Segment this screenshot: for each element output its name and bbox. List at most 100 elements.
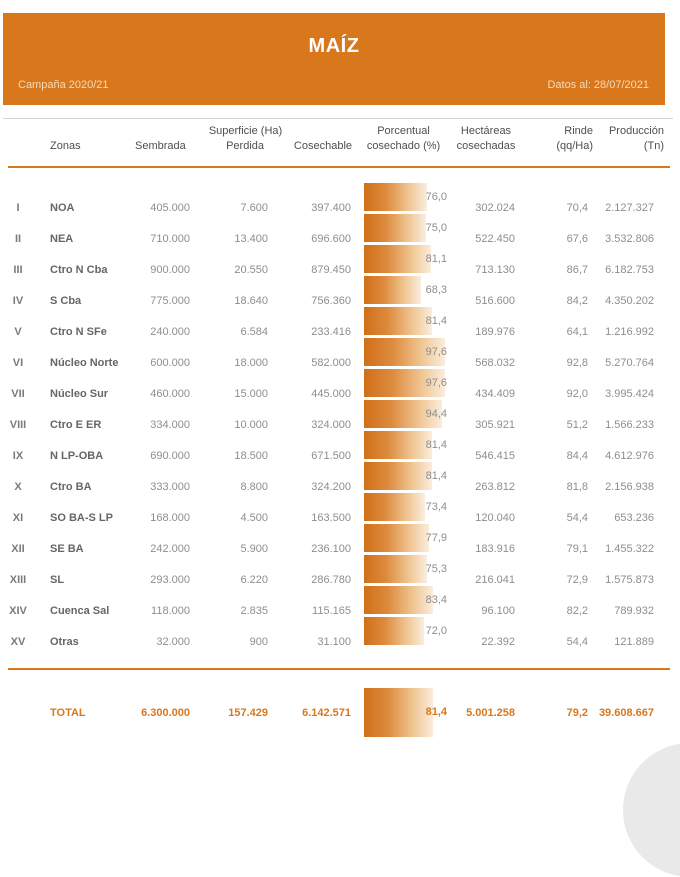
col-label-rinde-1: Rinde: [564, 125, 593, 137]
table-row: XII SE BA 242.000 5.900 236.100 77,9 183…: [8, 524, 664, 564]
total-produccion: 39.608.667: [598, 706, 654, 719]
row-percent-label: 94,4: [425, 408, 447, 420]
table-row: VIII Ctro E ER 334.000 10.000 324.000 94…: [8, 400, 664, 440]
row-zone-number: II: [14, 232, 22, 245]
row-sembrada: 293.000: [150, 573, 190, 586]
row-zone-name: Ctro N Cba: [50, 263, 108, 276]
row-bar-cell: 68,3: [352, 276, 455, 316]
row-zone-name: Ctro N SFe: [50, 325, 107, 338]
row-perdida: 10.000: [234, 418, 268, 431]
row-progress-bar: [364, 307, 432, 335]
row-zone-name: SL: [50, 573, 65, 586]
col-header-zonas: Zonas: [28, 124, 135, 154]
row-hectareas: 546.415: [475, 449, 515, 462]
row-bar-cell: 97,6: [352, 369, 455, 409]
col-label-superficie: Superficie (Ha): [208, 125, 283, 137]
row-hectareas: 22.392: [481, 635, 515, 648]
row-bar-cell: 94,4: [352, 400, 455, 440]
table-body: I NOA 405.000 7.600 397.400 76,0 302.024…: [8, 183, 664, 657]
table-row: XI SO BA-S LP 168.000 4.500 163.500 73,4…: [8, 493, 664, 533]
row-zone-number: III: [13, 263, 23, 276]
row-cosechable: 445.000: [311, 387, 351, 400]
row-zone-number: VIII: [9, 418, 27, 431]
row-sembrada: 405.000: [150, 201, 190, 214]
row-sembrada: 600.000: [150, 356, 190, 369]
row-hectareas: 305.921: [475, 418, 515, 431]
row-sembrada: 900.000: [150, 263, 190, 276]
row-perdida: 15.000: [234, 387, 268, 400]
col-label-zonas: Zonas: [50, 140, 81, 152]
col-label-hectareas-1: Hectáreas: [460, 125, 512, 137]
row-zone-number: XI: [12, 511, 24, 524]
row-percent-label: 68,3: [425, 284, 447, 296]
row-zone-name: Núcleo Sur: [50, 387, 109, 400]
corner-watermark: [623, 743, 680, 877]
col-header-hectareas: Hectáreas cosechadas: [455, 124, 517, 154]
row-percent-label: 72,0: [425, 625, 447, 637]
table-row: V Ctro N SFe 240.000 6.584 233.416 81,4 …: [8, 307, 664, 347]
row-hectareas: 713.130: [475, 263, 515, 276]
row-sembrada: 240.000: [150, 325, 190, 338]
row-zone-number: IX: [12, 449, 24, 462]
col-label-perdida: Perdida: [226, 140, 264, 152]
row-progress-bar: [364, 400, 443, 428]
col-label-sembrada: Sembrada: [135, 140, 186, 152]
row-zone-name: Ctro BA: [50, 480, 92, 493]
row-zone-number: V: [14, 325, 22, 338]
row-produccion: 4.350.202: [605, 294, 654, 307]
row-rinde: 84,4: [566, 449, 588, 462]
row-percent-label: 77,9: [425, 532, 447, 544]
row-produccion: 2.156.938: [605, 480, 654, 493]
total-sembrada: 6.300.000: [141, 706, 190, 719]
row-progress-bar: [364, 524, 429, 552]
col-label-porcentual-1: Porcentual: [377, 125, 430, 137]
row-bar-cell: 81,4: [352, 431, 455, 471]
row-rinde: 70,4: [566, 201, 588, 214]
total-bar-cell: 81,4: [352, 688, 455, 737]
total-divider: [8, 668, 670, 670]
row-zone-name: Núcleo Norte: [50, 356, 119, 369]
row-percent-label: 75,0: [425, 222, 447, 234]
col-label-produccion-2: (Tn): [643, 140, 664, 152]
row-perdida: 18.640: [234, 294, 268, 307]
row-progress-bar: [364, 462, 432, 490]
row-perdida: 6.220: [240, 573, 268, 586]
col-label-produccion-1: Producción: [608, 125, 664, 137]
row-rinde: 81,8: [566, 480, 588, 493]
row-zone-name: Ctro E ER: [50, 418, 102, 431]
row-hectareas: 302.024: [475, 201, 515, 214]
row-cosechable: 31.100: [317, 635, 351, 648]
data-as-of-label: Datos al: 28/07/2021: [547, 79, 649, 91]
row-zone-number: XIV: [9, 604, 27, 617]
row-cosechable: 236.100: [311, 542, 351, 555]
row-bar-cell: 81,4: [352, 307, 455, 347]
row-hectareas: 189.976: [475, 325, 515, 338]
row-produccion: 3.995.424: [605, 387, 654, 400]
col-label-rinde-2: (qq/Ha): [556, 140, 593, 152]
row-cosechable: 671.500: [311, 449, 351, 462]
row-cosechable: 233.416: [311, 325, 351, 338]
row-cosechable: 397.400: [311, 201, 351, 214]
row-produccion: 2.127.327: [605, 201, 654, 214]
row-perdida: 900: [249, 635, 268, 648]
row-percent-label: 97,6: [425, 346, 447, 358]
row-bar-cell: 75,0: [352, 214, 455, 254]
row-perdida: 2.835: [240, 604, 268, 617]
total-label: TOTAL: [50, 706, 86, 719]
col-label-cosechable: Cosechable: [293, 140, 352, 152]
row-hectareas: 263.812: [475, 480, 515, 493]
row-rinde: 79,1: [566, 542, 588, 555]
row-progress-bar: [364, 586, 434, 614]
row-produccion: 121.889: [614, 635, 654, 648]
row-percent-label: 81,4: [425, 470, 447, 482]
row-rinde: 72,9: [566, 573, 588, 586]
row-percent-label: 76,0: [425, 191, 447, 203]
total-hectareas: 5.001.258: [466, 706, 515, 719]
row-cosechable: 582.000: [311, 356, 351, 369]
row-rinde: 54,4: [566, 635, 588, 648]
row-perdida: 5.900: [240, 542, 268, 555]
row-zone-number: XIII: [9, 573, 27, 586]
row-progress-bar: [364, 555, 427, 583]
row-rinde: 86,7: [566, 263, 588, 276]
col-label-hectareas-2: cosechadas: [456, 140, 516, 152]
